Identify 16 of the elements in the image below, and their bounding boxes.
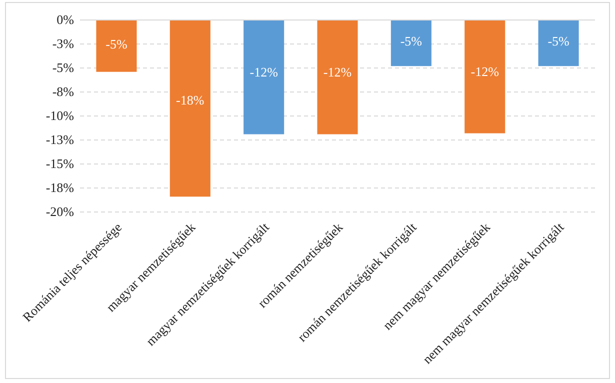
y-tick-label: -8%: [52, 84, 74, 100]
y-tick-label: 0%: [56, 12, 74, 28]
y-tick-label: -18%: [46, 180, 74, 196]
data-label: -12%: [470, 64, 500, 79]
y-tick-label: -15%: [46, 156, 74, 172]
y-tick-label: -20%: [46, 204, 74, 220]
data-label: -5%: [106, 36, 128, 52]
y-tick-label: -10%: [46, 108, 74, 124]
y-tick-label: -5%: [52, 60, 74, 76]
data-label: -12%: [323, 64, 352, 80]
y-tick-label: -13%: [46, 132, 74, 148]
data-label: -12%: [250, 64, 278, 80]
data-label: -18%: [176, 92, 204, 108]
data-label: -5%: [400, 34, 422, 49]
data-label: -5%: [548, 34, 570, 49]
y-tick-label: -3%: [52, 36, 74, 52]
